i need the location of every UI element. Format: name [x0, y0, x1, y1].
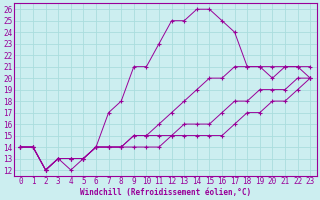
X-axis label: Windchill (Refroidissement éolien,°C): Windchill (Refroidissement éolien,°C) — [80, 188, 251, 197]
